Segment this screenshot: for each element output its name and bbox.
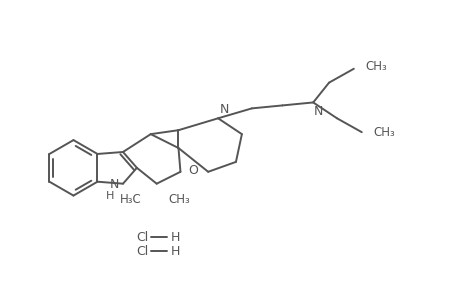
Text: H₃C: H₃C xyxy=(120,193,141,206)
Text: H: H xyxy=(106,190,114,201)
Text: Cl: Cl xyxy=(136,244,148,258)
Text: N: N xyxy=(313,105,323,119)
Text: CH₃: CH₃ xyxy=(373,126,395,139)
Text: O: O xyxy=(188,164,198,177)
Text: CH₃: CH₃ xyxy=(365,60,386,73)
Text: H: H xyxy=(170,231,179,244)
Text: N: N xyxy=(219,103,229,116)
Text: H: H xyxy=(170,244,179,258)
Text: Cl: Cl xyxy=(136,231,148,244)
Text: N: N xyxy=(109,178,119,191)
Text: CH₃: CH₃ xyxy=(168,193,190,206)
